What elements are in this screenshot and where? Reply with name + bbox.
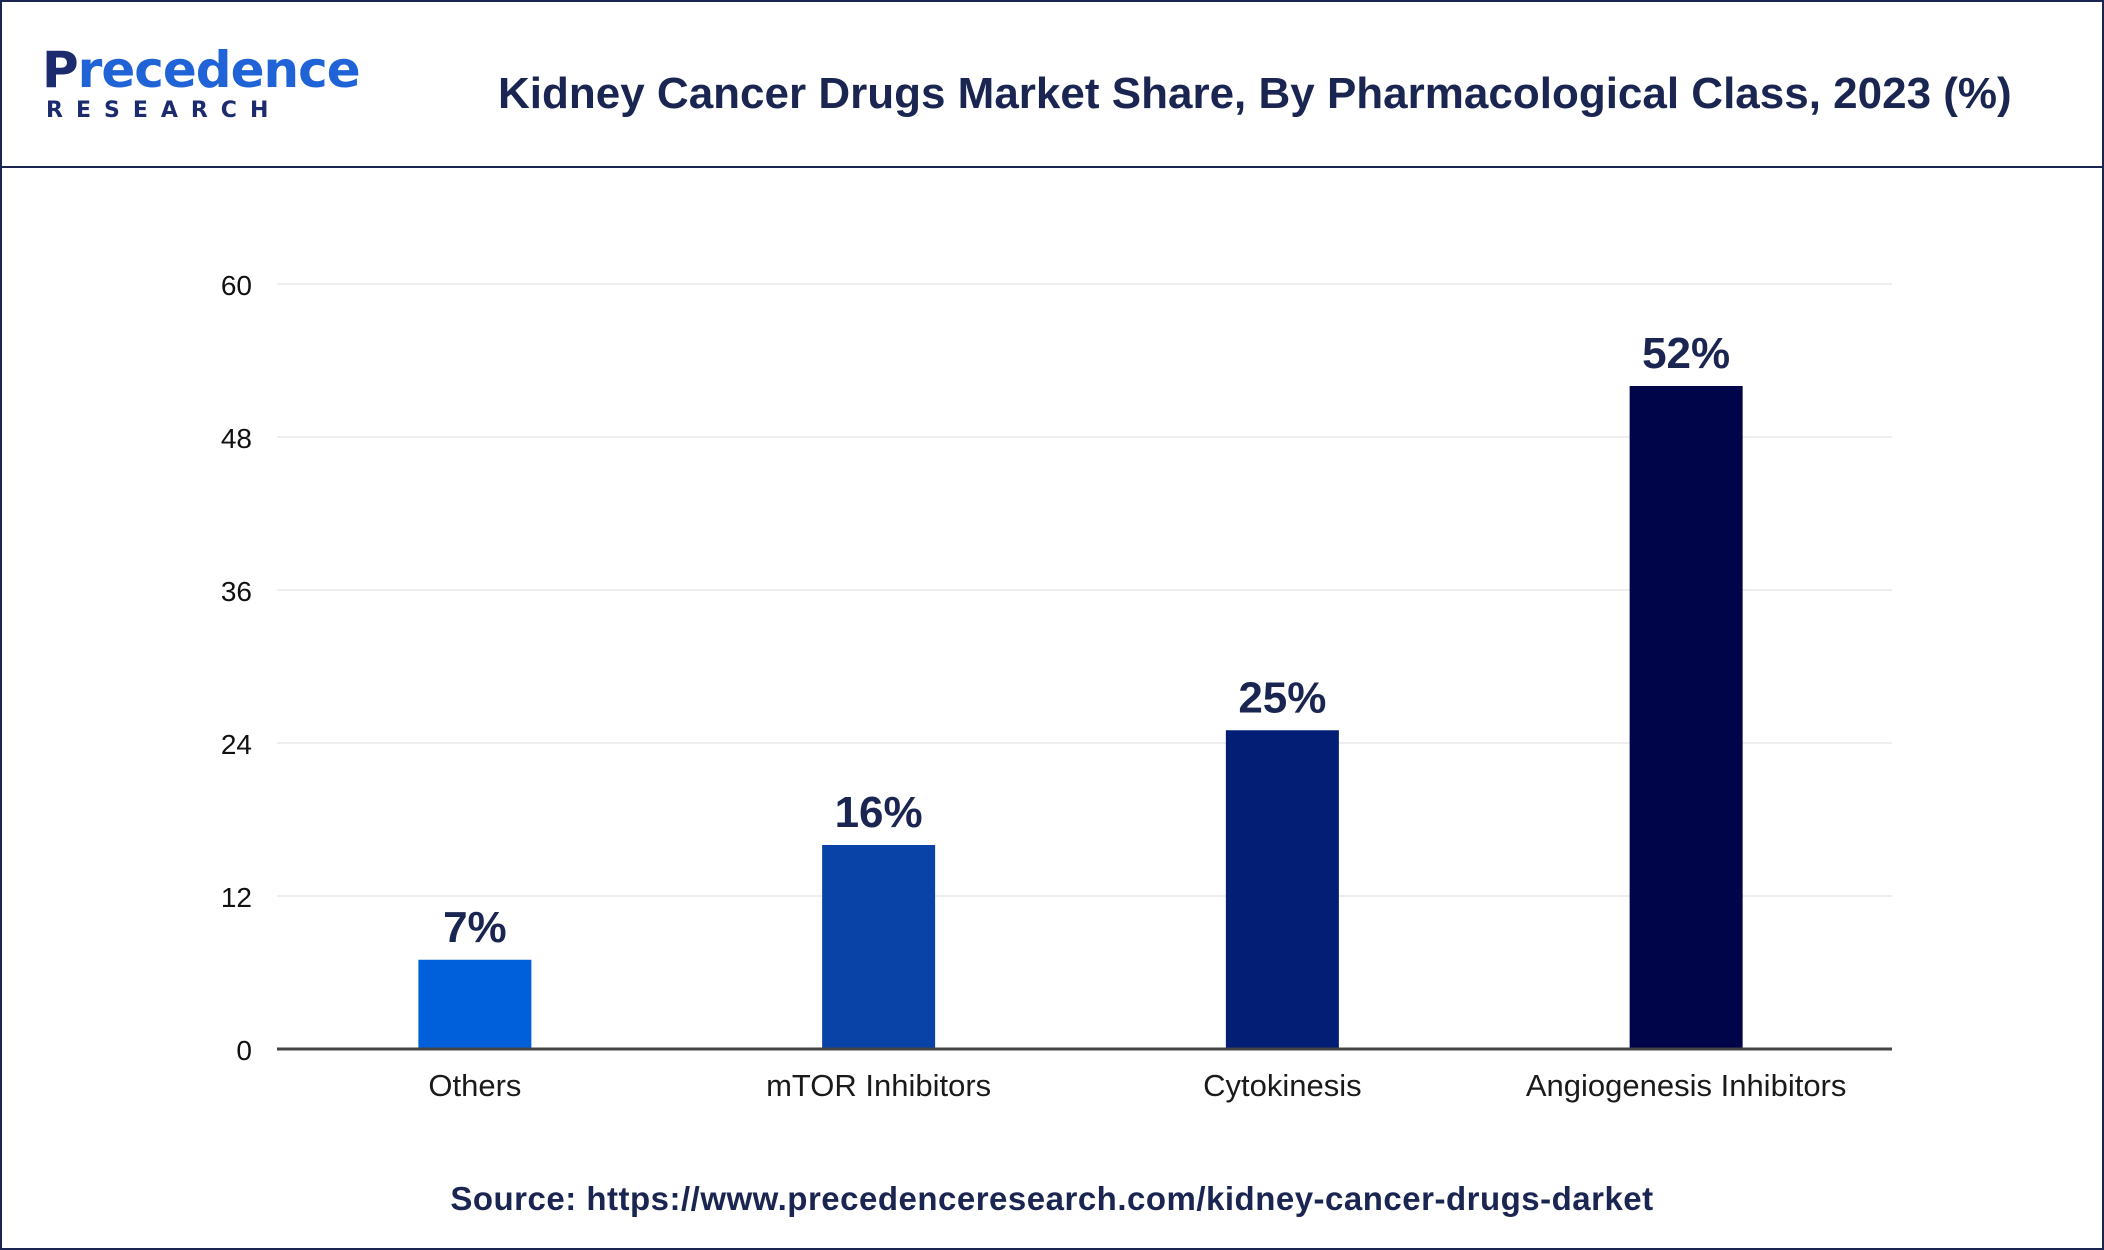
x-tick-label: Cytokinesis: [1203, 1068, 1362, 1103]
header: Precedence RESEARCH Kidney Cancer Drugs …: [2, 2, 2102, 168]
logo-letter-p: P: [42, 41, 79, 99]
source-caption: Source: https://www.precedenceresearch.c…: [450, 1180, 1654, 1217]
logo-wordmark-rest: recedence: [77, 41, 361, 99]
x-tick-label: Others: [428, 1068, 521, 1103]
data-label: 16%: [835, 788, 923, 837]
logo-subtitle: RESEARCH: [46, 98, 282, 123]
data-label: 52%: [1642, 329, 1730, 378]
y-tick-label: 0: [236, 1035, 252, 1066]
y-tick-label: 48: [221, 423, 252, 454]
y-tick-label: 36: [221, 576, 252, 607]
bar: [418, 959, 532, 1049]
y-tick-label: 60: [221, 270, 252, 301]
logo-wordmark: Precedence: [42, 40, 361, 100]
bar: [822, 845, 936, 1049]
x-tick-label: mTOR Inhibitors: [766, 1068, 991, 1103]
y-tick-label: 12: [221, 882, 252, 913]
x-tick-label: Angiogenesis Inhibitors: [1526, 1068, 1847, 1103]
bar: [1225, 730, 1339, 1049]
data-label: 7%: [443, 903, 507, 952]
chart-title: Kidney Cancer Drugs Market Share, By Pha…: [498, 69, 2012, 118]
precedence-research-logo: Precedence RESEARCH: [42, 40, 361, 130]
bar: [1629, 386, 1743, 1049]
data-label: 25%: [1238, 673, 1326, 722]
y-tick-label: 24: [221, 729, 252, 760]
